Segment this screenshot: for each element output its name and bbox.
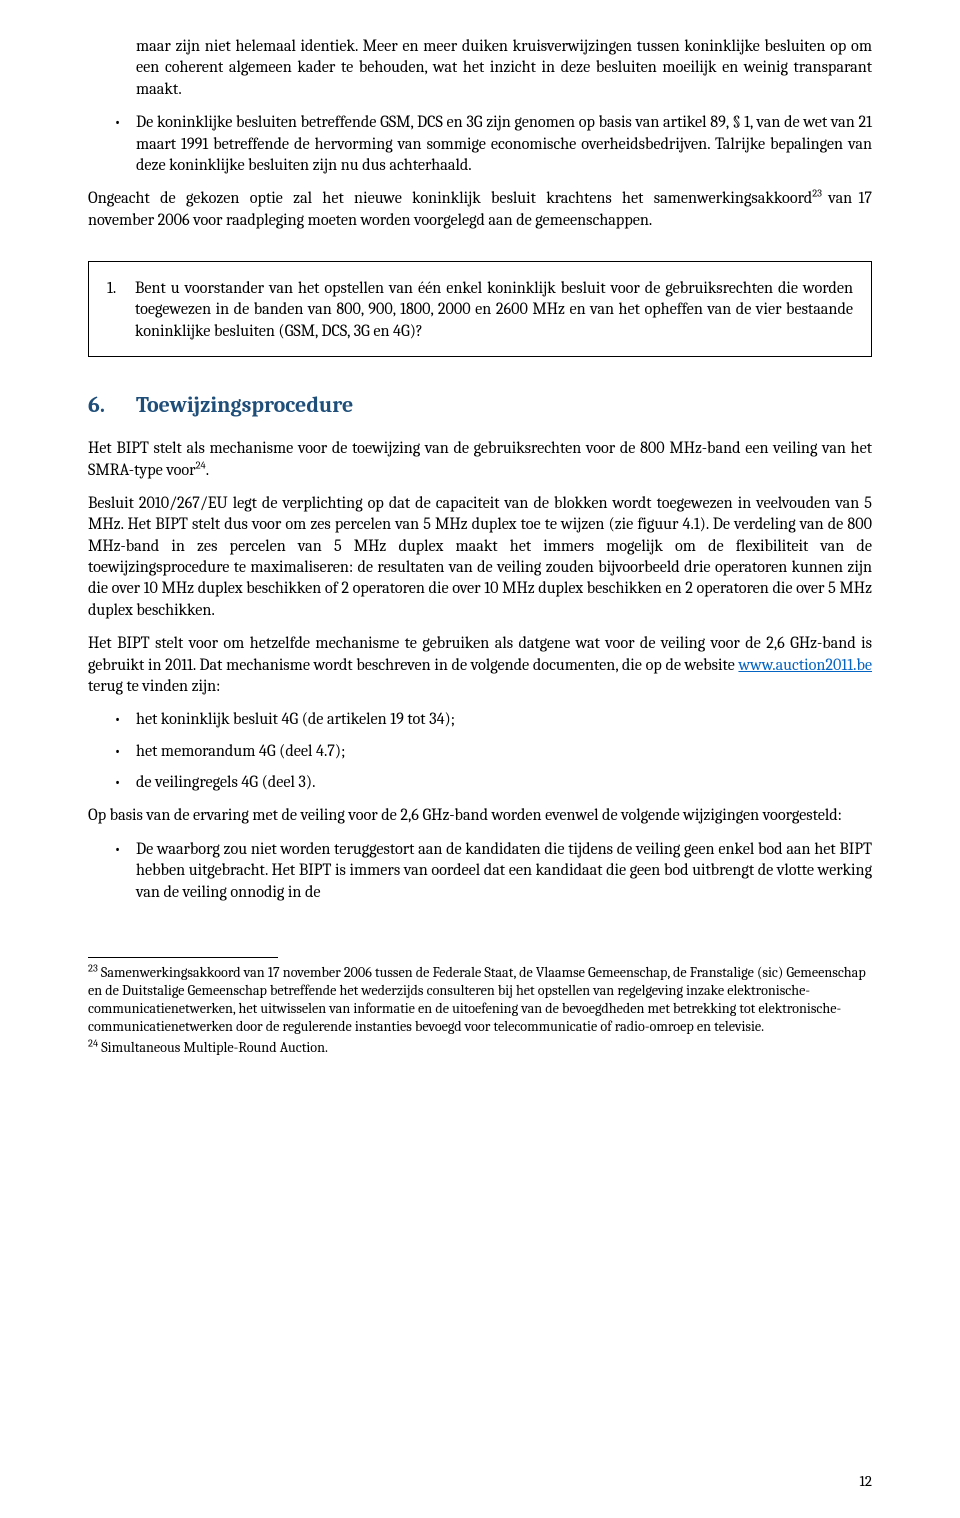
- intro-bullet-list: De koninklijke besluiten betreffende GSM…: [88, 112, 872, 176]
- question-text: Bent u voorstander van het opstellen van…: [135, 279, 853, 341]
- footnote-num-23: 23: [88, 962, 98, 974]
- document-page: maar zijn niet helemaal identiek. Meer e…: [0, 0, 960, 1518]
- s6-para-3-b: terug te vinden zijn:: [88, 677, 220, 696]
- question-number: 1.: [107, 278, 116, 299]
- s6-bullet-doc-1: het koninklijk besluit 4G (de artikelen …: [88, 709, 872, 730]
- s6-bullet-change-1: De waarborg zou niet worden teruggestort…: [88, 839, 872, 903]
- footnotes: 23 Samenwerkingsakkoord van 17 november …: [88, 964, 872, 1057]
- page-number: 12: [859, 1472, 872, 1492]
- s6-para-4: Op basis van de ervaring met de veiling …: [88, 805, 872, 826]
- s6-para-3: Het BIPT stelt voor om hetzelfde mechani…: [88, 633, 872, 697]
- section-title: Toewijzingsprocedure: [136, 392, 353, 418]
- footnote-ref-24: 24: [196, 459, 206, 471]
- footnote-separator: [88, 957, 278, 958]
- section-number: 6.: [88, 391, 136, 420]
- s6-bullet-doc-3: de veilingregels 4G (deel 3).: [88, 772, 872, 793]
- s6-para-1-post: .: [206, 461, 209, 480]
- s6-para-2: Besluit 2010/267/EU legt de verplichting…: [88, 493, 872, 621]
- footnote-24: 24 Simultaneous Multiple-Round Auction.: [88, 1039, 872, 1057]
- ongeacht-pre: Ongeacht de gekozen optie zal het nieuwe…: [88, 189, 812, 208]
- s6-bullet-list-changes: De waarborg zou niet worden teruggestort…: [88, 839, 872, 903]
- section-heading-6: 6.Toewijzingsprocedure: [88, 391, 872, 420]
- auction-link[interactable]: www.auction2011.be: [738, 656, 872, 675]
- paragraph-ongeacht: Ongeacht de gekozen optie zal het nieuwe…: [88, 188, 872, 231]
- footnote-24-text: Simultaneous Multiple-Round Auction.: [98, 1039, 328, 1056]
- s6-bullet-list-docs: het koninklijk besluit 4G (de artikelen …: [88, 709, 872, 793]
- s6-para-1: Het BIPT stelt als mechanisme voor de to…: [88, 438, 872, 481]
- footnote-23: 23 Samenwerkingsakkoord van 17 november …: [88, 964, 872, 1037]
- intro-bullet-item: De koninklijke besluiten betreffende GSM…: [88, 112, 872, 176]
- question-box: 1. Bent u voorstander van het opstellen …: [88, 261, 872, 357]
- footnote-23-text: Samenwerkingsakkoord van 17 november 200…: [88, 964, 866, 1036]
- intro-continuation: maar zijn niet helemaal identiek. Meer e…: [136, 36, 872, 100]
- footnote-ref-23: 23: [812, 188, 822, 200]
- footnote-num-24: 24: [88, 1037, 98, 1049]
- question-item-1: 1. Bent u voorstander van het opstellen …: [107, 278, 853, 342]
- s6-bullet-doc-2: het memorandum 4G (deel 4.7);: [88, 741, 872, 762]
